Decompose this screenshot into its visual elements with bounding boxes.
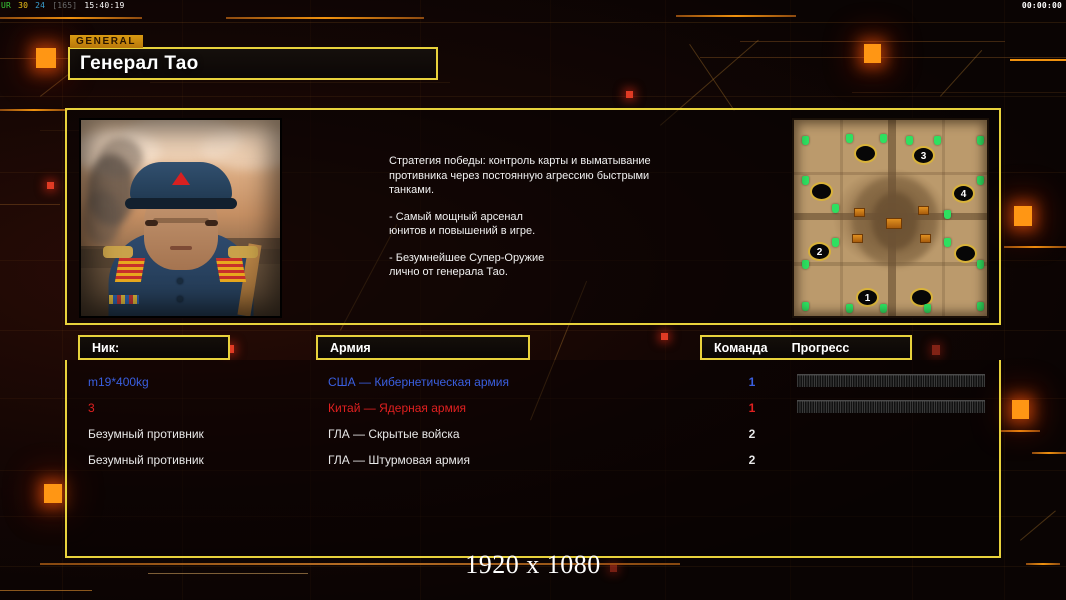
- table-row[interactable]: m19*400kg США — Кибернетическая армия 1: [67, 369, 999, 395]
- page-title: Генерал Тао: [80, 52, 199, 74]
- decor-glow-square: [1014, 206, 1032, 226]
- general-info-panel: Стратегия победы: контроль карты и вымат…: [65, 108, 1001, 325]
- status-tag-ur: UR: [1, 1, 12, 10]
- table-row[interactable]: Безумный противник ГЛА — Скрытые войска …: [67, 421, 999, 447]
- player-progress-bar: [797, 400, 985, 413]
- column-header-team-progress[interactable]: Команда Прогресс: [700, 335, 912, 360]
- table-row[interactable]: Безумный противник ГЛА — Штурмовая армия…: [67, 447, 999, 473]
- player-nick: 3: [88, 401, 95, 415]
- player-list-panel: m19*400kg США — Кибернетическая армия 1 …: [65, 360, 1001, 558]
- player-army: ГЛА — Скрытые войска: [328, 427, 460, 441]
- decor-red-dot: [226, 345, 234, 353]
- player-nick: Безумный противник: [88, 427, 204, 441]
- map-start-position-4: 4: [952, 184, 975, 203]
- map-start-position-2: 2: [808, 242, 831, 261]
- status-value-bracket: [165]: [52, 1, 78, 10]
- player-team: 2: [748, 427, 756, 441]
- status-clock: 15:40:19: [84, 1, 125, 10]
- general-portrait: [79, 118, 282, 318]
- red-star-icon: [171, 172, 190, 185]
- decor-red-dot: [610, 565, 617, 572]
- status-bar: UR 30 24 [165] 15:40:19 00:00:00: [0, 0, 1066, 11]
- player-team: 2: [748, 453, 756, 467]
- map-start-position: [810, 182, 833, 201]
- player-nick: Безумный противник: [88, 453, 204, 467]
- player-nick: m19*400kg: [88, 375, 149, 389]
- status-value-30: 30: [18, 1, 29, 10]
- map-start-position-1: 1: [856, 288, 879, 307]
- map-start-position: [954, 244, 977, 263]
- decor-glow-square: [1012, 400, 1029, 419]
- match-timer: 00:00:00: [1021, 1, 1062, 10]
- column-header-army[interactable]: Армия: [316, 335, 530, 360]
- column-header-progress-label: Прогресс: [791, 340, 850, 355]
- decor-glow-square: [36, 48, 56, 68]
- player-army: США — Кибернетическая армия: [328, 375, 509, 389]
- map-start-position-3: 3: [912, 146, 935, 165]
- column-header-team-label: Команда: [714, 340, 768, 355]
- general-description: Стратегия победы: контроль карты и вымат…: [389, 154, 719, 280]
- column-header-nick-label: Ник:: [92, 340, 120, 355]
- general-name-box[interactable]: Генерал Тао: [68, 47, 438, 80]
- decor-red-dot: [932, 345, 940, 355]
- table-row[interactable]: 3 Китай — Ядерная армия 1: [67, 395, 999, 421]
- decor-red-dot: [661, 333, 668, 340]
- column-header-army-label: Армия: [330, 340, 371, 355]
- decor-glow-square: [864, 44, 881, 63]
- resolution-label: 1920 x 1080: [465, 550, 601, 579]
- player-progress-bar: [797, 374, 985, 387]
- status-value-24: 24: [35, 1, 46, 10]
- decor-glow-square: [44, 484, 62, 503]
- player-army: ГЛА — Штурмовая армия: [328, 453, 471, 467]
- decor-red-dot: [626, 91, 633, 98]
- map-start-position: [910, 288, 933, 307]
- general-label-tag: GENERAL: [70, 35, 144, 48]
- description-block-superweapon: - Безумнейшее Супер-Оружие лично от гене…: [389, 251, 545, 279]
- map-start-position: [854, 144, 877, 163]
- player-team: 1: [748, 401, 756, 415]
- column-header-nick[interactable]: Ник:: [78, 335, 230, 360]
- decor-red-dot: [47, 182, 54, 189]
- player-army: Китай — Ядерная армия: [328, 401, 467, 415]
- description-block-arsenal: - Самый мощный арсенал юнитов и повышени…: [389, 210, 536, 238]
- player-team: 1: [748, 375, 756, 389]
- map-preview[interactable]: 3 4 2 1: [792, 118, 989, 318]
- description-block-strategy: Стратегия победы: контроль карты и вымат…: [389, 155, 651, 196]
